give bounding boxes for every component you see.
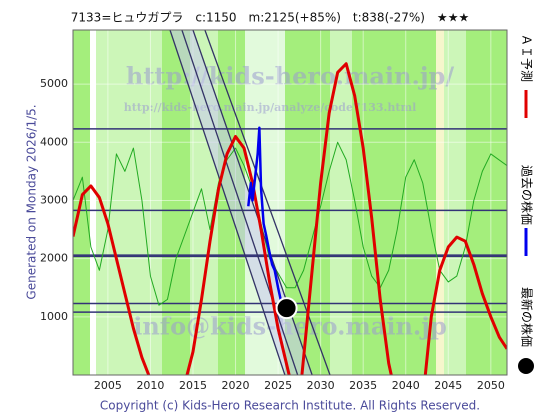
x-tick-label: 2005 (94, 379, 122, 392)
trend-line (169, 30, 286, 375)
y-tick-label: 1000 (40, 310, 68, 323)
plot-frame (72, 29, 508, 376)
background (73, 30, 507, 375)
watermark: http://kids-hero.main.jp/analyze/code713… (124, 101, 417, 114)
plot: http://kids-hero.main.jp/http://kids-her… (73, 30, 507, 375)
trend-line (181, 30, 299, 375)
band (436, 30, 444, 375)
watermark: http://kids-hero.main.jp/ (126, 62, 454, 91)
footer: Copyright (c) Kids-Hero Research Institu… (100, 399, 480, 413)
x-tick-label: 2035 (349, 379, 377, 392)
band (90, 30, 96, 375)
x-tick-label: 2030 (307, 379, 335, 392)
chart-title: 7133=ヒュウガプラ c:1150 m:2125(+85%) t:838(-2… (71, 11, 469, 25)
x-tick-label: 2040 (392, 379, 420, 392)
legend-label: 過去の株価 (520, 165, 535, 225)
x-tick-label: 2025 (264, 379, 292, 392)
trend-band (170, 30, 313, 375)
x-tick-label: 2020 (222, 379, 250, 392)
x-tick-label: 2010 (136, 379, 164, 392)
y-tick-label: 4000 (40, 135, 68, 148)
legend-swatch (518, 358, 534, 374)
x-tick-label: 2050 (477, 379, 505, 392)
band (444, 30, 466, 375)
y-tick-label: 2000 (40, 252, 68, 265)
band (96, 30, 162, 375)
trend-line (204, 30, 331, 375)
band (330, 30, 352, 375)
x-tick-label: 2015 (179, 379, 207, 392)
series-line (73, 62, 507, 375)
series-line (247, 126, 288, 310)
annotation: Generated on Monday 2026/1/5. (25, 104, 39, 299)
legend-label: 最新の株価 (520, 287, 535, 347)
current-price (275, 297, 298, 320)
y-tick-label: 3000 (40, 193, 68, 206)
series-line (73, 141, 507, 306)
y-tick-label: 5000 (40, 77, 68, 90)
x-tick-label: 2045 (434, 379, 462, 392)
legend-label: ＡＩ予測 (520, 34, 534, 82)
